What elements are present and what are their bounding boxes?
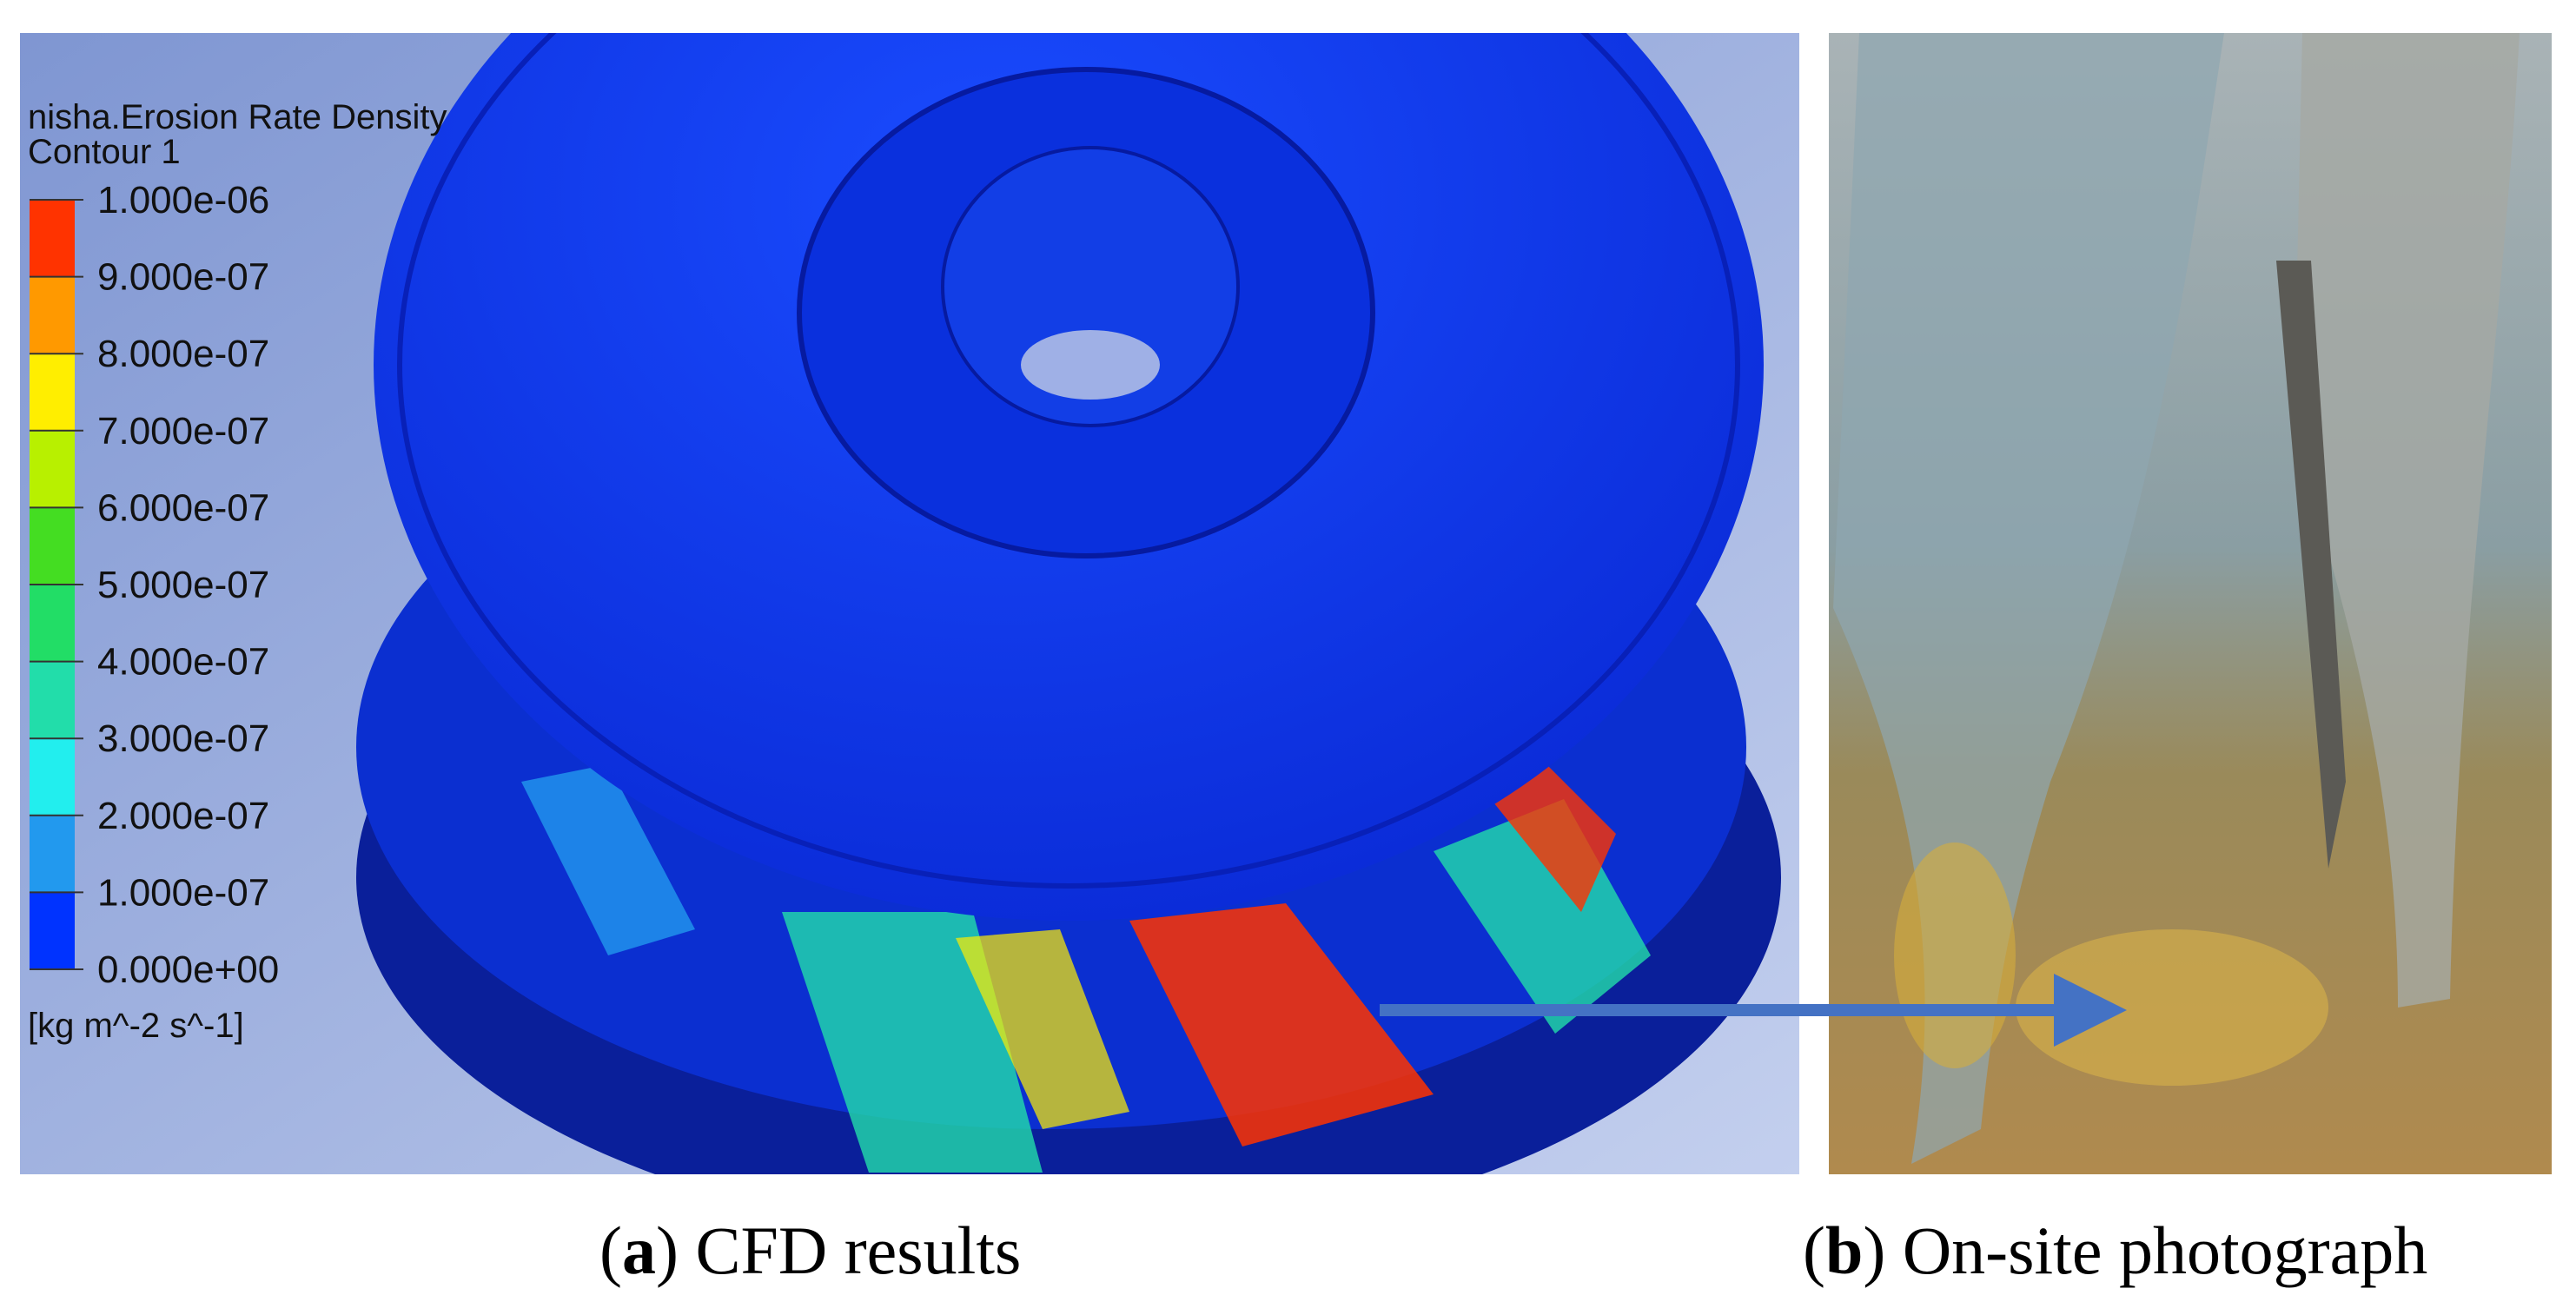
legend-unit: [kg m^-2 s^-1] bbox=[28, 1007, 244, 1045]
color-band bbox=[30, 354, 75, 432]
caption-a: (a) CFD results bbox=[599, 1212, 1021, 1290]
color-band bbox=[30, 507, 75, 585]
caption-label: b bbox=[1824, 1213, 1864, 1288]
legend-label: 1.000e-07 bbox=[97, 871, 269, 914]
caption-label: a bbox=[621, 1213, 656, 1288]
legend-label: 9.000e-07 bbox=[97, 256, 269, 299]
color-band bbox=[30, 738, 75, 816]
photo-panel bbox=[1829, 33, 2552, 1174]
legend: nisha.Erosion Rate Density Contour 1 1.0… bbox=[28, 98, 447, 1045]
color-band bbox=[30, 200, 75, 278]
legend-title: nisha.Erosion Rate Density bbox=[28, 98, 447, 136]
caption-text: ) On-site photograph bbox=[1863, 1213, 2428, 1288]
legend-subtitle: Contour 1 bbox=[28, 133, 181, 171]
color-band bbox=[30, 585, 75, 663]
caption-text: ) CFD results bbox=[655, 1213, 1022, 1288]
caption-b: (b) On-site photograph bbox=[1803, 1212, 2427, 1290]
legend-label: 7.000e-07 bbox=[97, 410, 269, 453]
color-band bbox=[30, 892, 75, 970]
legend-label: 3.000e-07 bbox=[97, 717, 269, 760]
legend-label: 1.000e-06 bbox=[97, 179, 269, 221]
color-band bbox=[30, 815, 75, 893]
paren: ( bbox=[599, 1213, 622, 1288]
paren: ( bbox=[1803, 1213, 1825, 1288]
color-band bbox=[30, 430, 75, 508]
legend-label: 0.000e+00 bbox=[97, 948, 279, 991]
color-band bbox=[30, 661, 75, 739]
legend-label: 8.000e-07 bbox=[97, 333, 269, 375]
legend-label: 2.000e-07 bbox=[97, 795, 269, 837]
legend-label: 5.000e-07 bbox=[97, 564, 269, 606]
cfd-panel bbox=[20, 33, 1799, 1174]
color-band bbox=[30, 276, 75, 354]
legend-label: 4.000e-07 bbox=[97, 641, 269, 684]
legend-label: 6.000e-07 bbox=[97, 486, 269, 529]
